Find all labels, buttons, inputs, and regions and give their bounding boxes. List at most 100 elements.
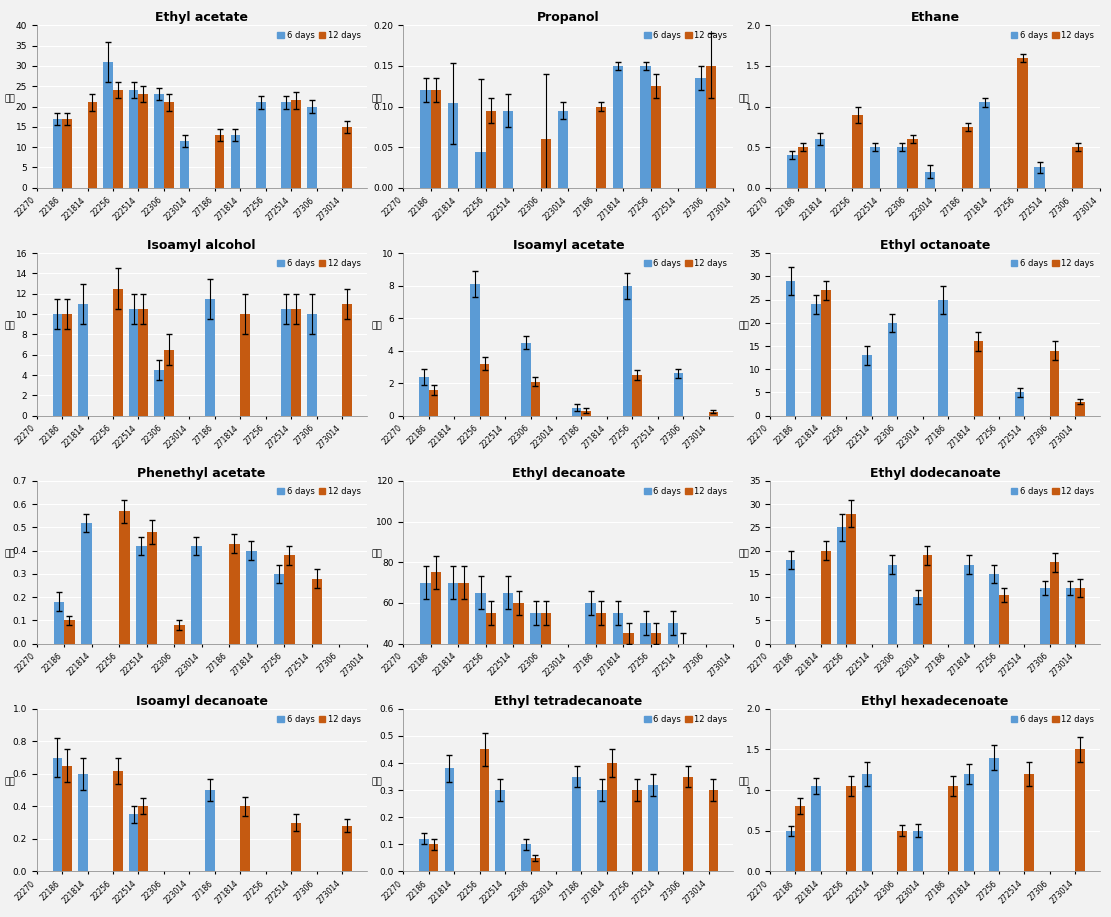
Bar <box>847 514 855 644</box>
Bar <box>206 299 214 415</box>
Bar <box>231 135 240 188</box>
Bar <box>870 147 880 188</box>
Bar <box>154 94 164 188</box>
Bar <box>651 634 661 644</box>
Bar <box>291 823 301 871</box>
Y-axis label: 백만: 백만 <box>739 778 749 787</box>
Bar <box>581 411 591 415</box>
Bar <box>419 377 429 415</box>
Bar <box>137 546 147 644</box>
Bar <box>989 757 999 871</box>
Bar <box>888 323 898 415</box>
Bar <box>164 349 173 415</box>
Bar <box>470 284 480 415</box>
Bar <box>1065 588 1075 644</box>
Y-axis label: 백만: 백만 <box>4 322 16 331</box>
Bar <box>448 104 459 188</box>
Bar <box>541 139 551 188</box>
Bar <box>1024 774 1034 871</box>
Bar <box>214 135 224 188</box>
Bar <box>52 315 62 415</box>
Bar <box>999 595 1009 644</box>
Bar <box>847 786 855 871</box>
Bar <box>705 644 717 654</box>
Bar <box>521 845 531 871</box>
Bar <box>913 831 922 871</box>
Title: Ethyl dodecanoate: Ethyl dodecanoate <box>870 467 1000 480</box>
Bar <box>709 412 719 415</box>
Bar <box>429 390 439 415</box>
Bar <box>53 602 64 644</box>
Bar <box>129 309 139 415</box>
Bar <box>52 757 62 871</box>
Bar <box>496 790 506 871</box>
Bar <box>989 574 999 644</box>
Bar <box>444 768 454 871</box>
Bar <box>240 806 250 871</box>
Title: Ethyl octanoate: Ethyl octanoate <box>880 239 990 252</box>
Title: Isoamyl acetate: Isoamyl acetate <box>512 239 624 252</box>
Bar <box>785 560 795 644</box>
Bar <box>78 304 88 415</box>
Bar <box>191 546 202 644</box>
Bar <box>164 103 173 188</box>
Bar <box>695 78 705 188</box>
Bar <box>513 602 523 644</box>
Y-axis label: 백만: 백만 <box>4 549 16 558</box>
Bar <box>632 790 642 871</box>
Bar <box>431 90 441 188</box>
Legend: 6 days, 12 days: 6 days, 12 days <box>1009 713 1095 725</box>
Bar <box>1072 147 1083 188</box>
Title: Ethane: Ethane <box>910 11 960 24</box>
Bar <box>486 613 497 644</box>
Bar <box>558 111 569 188</box>
Bar <box>284 556 294 644</box>
Legend: 6 days, 12 days: 6 days, 12 days <box>642 485 729 498</box>
Bar <box>785 831 795 871</box>
Bar <box>585 602 595 644</box>
Bar <box>572 407 581 415</box>
Bar <box>88 103 98 188</box>
Bar <box>480 749 489 871</box>
Bar <box>1034 168 1045 188</box>
Bar <box>852 115 863 188</box>
Title: Ethyl acetate: Ethyl acetate <box>156 11 248 24</box>
Title: Ethyl decanoate: Ethyl decanoate <box>512 467 625 480</box>
Bar <box>811 786 821 871</box>
Bar <box>113 90 122 188</box>
Bar <box>709 790 719 871</box>
Bar <box>420 582 431 644</box>
Title: Ethyl hexadecenoate: Ethyl hexadecenoate <box>861 695 1009 708</box>
Bar <box>1050 562 1060 644</box>
Bar <box>62 315 72 415</box>
Bar <box>52 118 62 188</box>
Legend: 6 days, 12 days: 6 days, 12 days <box>276 29 362 42</box>
Bar <box>113 770 122 871</box>
Bar <box>503 111 513 188</box>
Legend: 6 days, 12 days: 6 days, 12 days <box>642 29 729 42</box>
Bar <box>964 774 973 871</box>
Bar <box>113 289 122 415</box>
Y-axis label: 백만: 백만 <box>4 94 16 103</box>
Bar <box>541 613 551 644</box>
Bar <box>530 613 541 644</box>
Bar <box>273 574 284 644</box>
Bar <box>206 790 214 871</box>
Bar <box>307 315 317 415</box>
Bar <box>448 582 459 644</box>
Y-axis label: 백만: 백만 <box>739 322 749 331</box>
Bar <box>531 857 540 871</box>
Bar <box>622 285 632 415</box>
Bar <box>154 370 164 415</box>
Bar <box>291 309 301 415</box>
Bar <box>431 572 441 644</box>
Bar <box>811 304 821 415</box>
Bar <box>964 565 973 644</box>
Bar <box>419 839 429 871</box>
Title: Isoamyl decanoate: Isoamyl decanoate <box>136 695 268 708</box>
Bar <box>640 66 651 188</box>
Legend: 6 days, 12 days: 6 days, 12 days <box>276 258 362 270</box>
Bar <box>1075 588 1085 644</box>
Bar <box>948 786 958 871</box>
Bar <box>78 774 88 871</box>
